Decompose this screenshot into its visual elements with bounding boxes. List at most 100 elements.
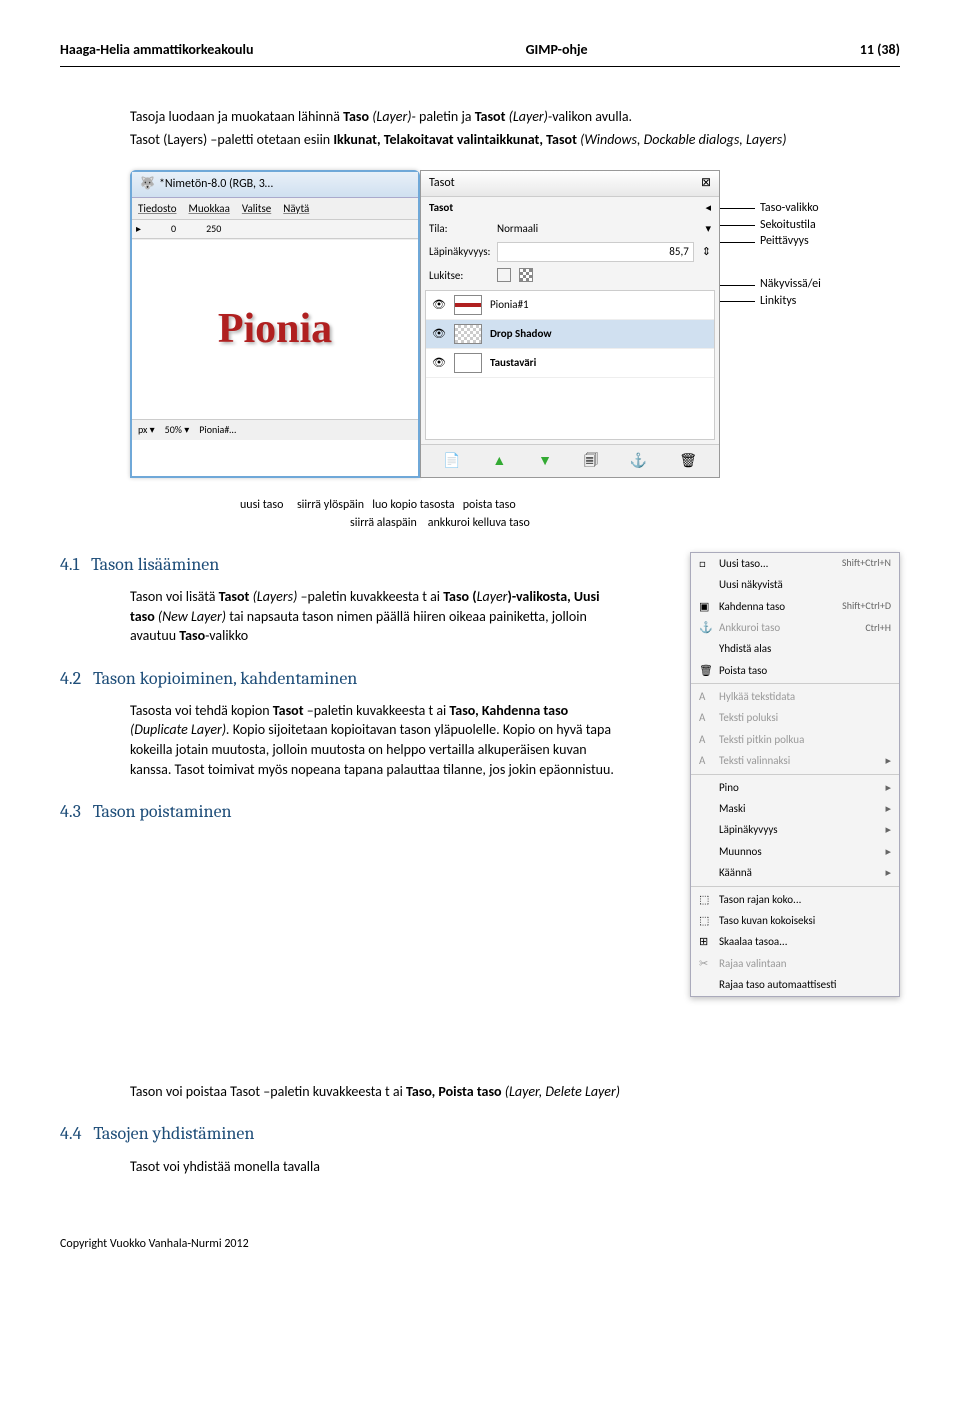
new-layer-icon[interactable]: 📄 — [443, 451, 460, 471]
submenu-arrow-icon: ▸ — [885, 865, 891, 880]
spinner-icon[interactable]: ⇕ — [702, 244, 711, 259]
menu-item-icon: □ — [699, 556, 713, 571]
window-menubar[interactable]: Tiedosto Muokkaa Valitse Näytä — [132, 198, 418, 220]
menu-item[interactable]: Uusi näkyvistä — [691, 574, 899, 595]
canvas[interactable]: Pionia — [132, 239, 418, 419]
layer-name[interactable]: Drop Shadow — [490, 326, 552, 341]
section-title: Tason poistaminen — [93, 801, 232, 822]
section-title: Tasojen yhdistäminen — [93, 1123, 254, 1144]
lock-pixels-checkbox[interactable] — [497, 268, 511, 282]
ruler-dropdown-icon[interactable]: ▸ — [136, 222, 141, 236]
menu-item-label: Teksti pitkin polkua — [719, 732, 891, 747]
layer-item-background[interactable]: 👁 Taustaväri — [426, 349, 714, 378]
menu-item[interactable]: ▣Kahdenna tasoShift+Ctrl+D — [691, 596, 899, 617]
opacity-value[interactable]: 85,7 — [497, 242, 694, 261]
opacity-row: Läpinäkyvyys: 85,7 ⇕ — [421, 239, 719, 264]
menu-view[interactable]: Näytä — [283, 201, 309, 216]
menu-edit[interactable]: Muokkaa — [189, 201, 230, 216]
layer-item-dropshadow[interactable]: 👁 Drop Shadow — [426, 320, 714, 349]
screenshot-composite: 🐺 *Nimetön-8.0 (RGB, 3… Tiedosto Muokkaa… — [130, 170, 900, 478]
menu-item[interactable]: Pino▸ — [691, 777, 899, 798]
menu-item-label: Taso kuvan kokoiseksi — [719, 913, 891, 928]
text: Taso ( — [443, 588, 476, 605]
unit-selector[interactable]: px ▾ — [138, 423, 155, 437]
menu-item[interactable]: 🗑Poista taso — [691, 660, 899, 681]
duplicate-layer-icon[interactable]: 🗐 — [584, 451, 598, 471]
text: Layer — [477, 588, 508, 605]
text: Tasot — [219, 588, 253, 605]
layer-list[interactable]: 👁 Pionia#1 👁 Drop Shadow 👁 Taustaväri — [425, 290, 715, 440]
menu-item[interactable]: ⊞Skaalaa tasoa... — [691, 931, 899, 952]
section-43-body: Tason voi poistaa Tasot –paletin kuvakke… — [130, 1082, 900, 1102]
visibility-icon[interactable]: 👁 — [432, 355, 446, 370]
menu-item-label: Käännä — [719, 865, 879, 880]
menu-item[interactable]: Rajaa taso automaattisesti — [691, 974, 899, 995]
menu-item: ATeksti pitkin polkua — [691, 729, 899, 750]
menu-item[interactable]: Maski▸ — [691, 798, 899, 819]
document-footer: Copyright Vuokko Vanhala-Nurmi 2012 — [60, 1236, 900, 1253]
text: (Layer)- — [372, 108, 419, 125]
menu-item-icon: ▣ — [699, 599, 713, 614]
callout-labels: Taso-valikko Sekoitustila Peittävyys Näk… — [730, 170, 821, 478]
ruler-mark: 0 — [171, 222, 176, 236]
text: Tasot — [475, 108, 509, 125]
lock-alpha-icon[interactable] — [519, 268, 533, 282]
raise-layer-icon[interactable]: ▲ — [492, 451, 506, 471]
menu-item[interactable]: □Uusi taso...Shift+Ctrl+N — [691, 553, 899, 574]
visibility-icon[interactable]: 👁 — [432, 326, 446, 341]
callout-peittavyys: Peittävyys — [730, 233, 821, 250]
section-number: 4.2 — [60, 668, 81, 689]
panel-menu-icon[interactable]: ◂ — [705, 200, 711, 215]
text: Tasot (Layers) –paletti otetaan esiin — [130, 131, 333, 148]
section-43-heading: 4.3 Tason poistaminen — [60, 799, 620, 824]
window-title: *Nimetön-8.0 (RGB, 3… — [159, 176, 273, 193]
text: paletin kuvakkeesta t ai — [307, 588, 443, 605]
menu-item-label: Läpinäkyvyys — [719, 822, 879, 837]
dropdown-icon[interactable]: ▾ — [705, 221, 711, 236]
lower-layer-icon[interactable]: ▼ — [538, 451, 552, 471]
layer-name[interactable]: Pionia#1 — [490, 297, 529, 312]
panel-header-row: Tasot ◂ — [421, 197, 719, 218]
menu-item[interactable]: Läpinäkyvyys▸ — [691, 819, 899, 840]
menu-item: AHylkää tekstidata — [691, 686, 899, 707]
menu-file[interactable]: Tiedosto — [138, 201, 177, 216]
blend-mode-value[interactable]: Normaali — [497, 221, 697, 236]
delete-layer-icon[interactable]: 🗑 — [679, 451, 697, 471]
callout-taso-valikko: Taso-valikko — [730, 200, 821, 217]
footer-icon-annotations: uusi taso siirrä ylöspäin luo kopio taso… — [240, 496, 900, 532]
menu-item-icon: ⊞ — [699, 934, 713, 949]
ruler: ▸ 0 250 — [132, 220, 418, 239]
panel-tab[interactable]: Tasot ⊠ — [421, 171, 719, 197]
zoom-selector[interactable]: 50% ▾ — [165, 423, 190, 437]
menu-item-label: Maski — [719, 801, 879, 816]
layer-context-menu[interactable]: □Uusi taso...Shift+Ctrl+NUusi näkyvistä ▣… — [690, 552, 900, 997]
panel-footer: 📄 ▲ ▼ 🗐 ⚓ 🗑 — [421, 444, 719, 477]
menu-item-label: Kahdenna taso — [719, 599, 836, 614]
menu-item-label: Teksti poluksi — [719, 710, 891, 725]
submenu-arrow-icon: ▸ — [885, 753, 891, 768]
panel-close-icon[interactable]: ⊠ — [701, 175, 711, 192]
status-label: Pionia#… — [199, 423, 236, 437]
menu-item-icon: A — [699, 710, 713, 725]
text: paletin ja — [419, 108, 475, 125]
menu-item[interactable]: ⬚Tason rajan koko... — [691, 889, 899, 910]
text: (Duplicate Layer). — [130, 721, 233, 738]
gimp-image-window: 🐺 *Nimetön-8.0 (RGB, 3… Tiedosto Muokkaa… — [130, 170, 420, 478]
menu-item[interactable]: Muunnos▸ — [691, 841, 899, 862]
menu-item[interactable]: Yhdistä alas — [691, 638, 899, 659]
intro-paragraph-1: Tasoja luodaan ja muokataan lähinnä Taso… — [130, 107, 900, 127]
menu-select[interactable]: Valitse — [242, 201, 271, 216]
section-42-heading: 4.2 Tason kopioiminen, kahdentaminen — [60, 666, 620, 691]
gimp-icon: 🐺 — [140, 176, 155, 193]
menu-item[interactable]: ⬚ Taso kuvan kokoiseksi — [691, 910, 899, 931]
section-number: 4.3 — [60, 801, 81, 822]
text: Taso, Poista taso — [406, 1083, 505, 1100]
anchor-layer-icon[interactable]: ⚓ — [630, 451, 647, 471]
visibility-icon[interactable]: 👁 — [432, 297, 446, 312]
menu-item[interactable]: Käännä ▸ — [691, 862, 899, 883]
layer-name[interactable]: Taustaväri — [490, 355, 536, 370]
layer-item-pionia[interactable]: 👁 Pionia#1 — [426, 291, 714, 320]
menu-item: ⚓Ankkuroi tasoCtrl+H — [691, 617, 899, 638]
menu-item-icon: ⬚ — [699, 913, 713, 928]
text: )-valikosta, — [507, 588, 573, 605]
